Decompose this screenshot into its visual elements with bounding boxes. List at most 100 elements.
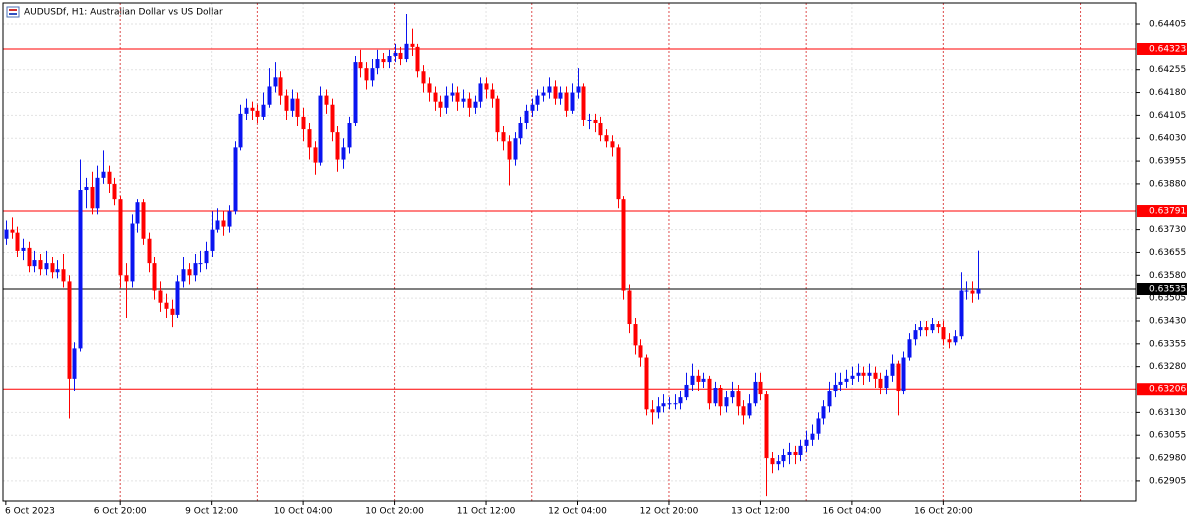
x-tick-label: 6 Oct 20:00 xyxy=(94,507,147,517)
candle-body xyxy=(924,327,929,331)
price-label: 0.63206 xyxy=(1149,385,1186,395)
candle-body xyxy=(61,269,66,282)
candle-body xyxy=(690,375,695,385)
candle-body xyxy=(827,391,832,407)
price-label-box xyxy=(1137,205,1187,218)
candle-body xyxy=(707,378,712,404)
candle-body xyxy=(821,406,826,419)
candle-body xyxy=(964,290,969,292)
y-tick-label: 0.63055 xyxy=(1149,431,1186,441)
candle-body xyxy=(713,387,718,404)
candle-body xyxy=(673,403,678,405)
y-tick-label: 0.62905 xyxy=(1149,476,1186,486)
candle-body xyxy=(370,68,375,81)
candle-body xyxy=(513,138,518,160)
x-tick-label: 16 Oct 20:00 xyxy=(914,507,973,517)
candle-body xyxy=(816,418,821,434)
x-tick-label: 13 Oct 12:00 xyxy=(731,507,790,517)
candle-body xyxy=(450,92,455,96)
candle-body xyxy=(44,263,49,270)
candle-body xyxy=(838,381,843,385)
y-tick-label: 0.64180 xyxy=(1149,88,1186,98)
x-tick-label: 10 Oct 20:00 xyxy=(365,507,424,517)
candle-body xyxy=(301,116,306,130)
candle-body xyxy=(776,461,781,465)
candle-body xyxy=(84,186,89,191)
plot-frame xyxy=(2,2,1137,502)
candle-body xyxy=(112,183,117,200)
price-label: 0.64323 xyxy=(1149,44,1186,54)
icon-frame xyxy=(6,6,20,18)
candle-body xyxy=(427,83,432,93)
candle-body xyxy=(696,375,701,382)
y-tick-label: 0.64030 xyxy=(1149,134,1186,144)
candle-body xyxy=(330,104,335,133)
candle-body xyxy=(730,391,735,398)
candle-body xyxy=(518,123,523,139)
candle-body xyxy=(741,406,746,416)
candle-body xyxy=(307,129,312,148)
candle-body xyxy=(524,110,529,124)
candle-body xyxy=(616,147,621,200)
candle-body xyxy=(347,123,352,148)
candle-body xyxy=(50,263,55,273)
candle-body xyxy=(970,290,975,294)
candle-body xyxy=(4,229,9,239)
candle-body xyxy=(215,220,220,230)
candle-body xyxy=(678,397,683,404)
candle-body xyxy=(15,232,20,251)
candle-body xyxy=(32,260,37,267)
price-label: 0.63791 xyxy=(1149,207,1186,217)
y-tick-label: 0.63355 xyxy=(1149,339,1186,349)
candle-body xyxy=(38,260,43,270)
candle-body xyxy=(27,247,32,267)
candle-body xyxy=(736,391,741,407)
y-tick-label: 0.63955 xyxy=(1149,157,1186,167)
candle-body xyxy=(147,238,152,264)
candle-body xyxy=(941,327,946,340)
candle-body xyxy=(598,123,603,136)
candle-body xyxy=(387,55,392,63)
candle-body xyxy=(884,375,889,388)
candle-body xyxy=(364,68,369,81)
candle-body xyxy=(398,52,403,60)
candle-body xyxy=(856,372,861,376)
candle-body xyxy=(947,339,952,343)
candle-body xyxy=(358,62,363,69)
candle-body xyxy=(501,132,506,142)
candle-body xyxy=(793,451,798,456)
candle-body xyxy=(250,107,255,111)
candle-body xyxy=(581,86,586,120)
y-tick-label: 0.63580 xyxy=(1149,271,1186,281)
candle-body xyxy=(478,83,483,102)
candle-body xyxy=(233,147,238,212)
candle-body xyxy=(758,381,763,395)
y-tick-label: 0.63280 xyxy=(1149,362,1186,372)
candle-body xyxy=(644,357,649,410)
candle-body xyxy=(95,177,100,209)
candle-body xyxy=(913,330,918,340)
candle-body xyxy=(901,357,906,392)
candle-body xyxy=(175,281,180,315)
icon-bar xyxy=(9,9,17,11)
candle-body xyxy=(587,119,592,121)
candle-body xyxy=(273,77,278,87)
candle-body xyxy=(873,372,878,379)
candle-body xyxy=(495,98,500,133)
chart-title: AUDUSDf, H1: Australian Dollar vs US Dol… xyxy=(24,8,223,18)
price-label-box xyxy=(1137,283,1187,296)
y-tick-label: 0.64255 xyxy=(1149,65,1186,75)
y-tick-label: 0.63430 xyxy=(1149,316,1186,326)
candle-body xyxy=(718,387,723,407)
candle-body xyxy=(798,445,803,456)
candle-body xyxy=(810,433,815,440)
candle-body xyxy=(547,86,552,93)
candle-body xyxy=(335,132,340,160)
y-tick-label: 0.63655 xyxy=(1149,248,1186,258)
candle-body xyxy=(890,363,895,376)
candle-body xyxy=(553,86,558,99)
x-tick-label: 12 Oct 04:00 xyxy=(548,507,607,517)
symbol-icon xyxy=(6,6,20,18)
candle-body xyxy=(353,62,358,124)
x-tick-label: 9 Oct 12:00 xyxy=(185,507,238,517)
